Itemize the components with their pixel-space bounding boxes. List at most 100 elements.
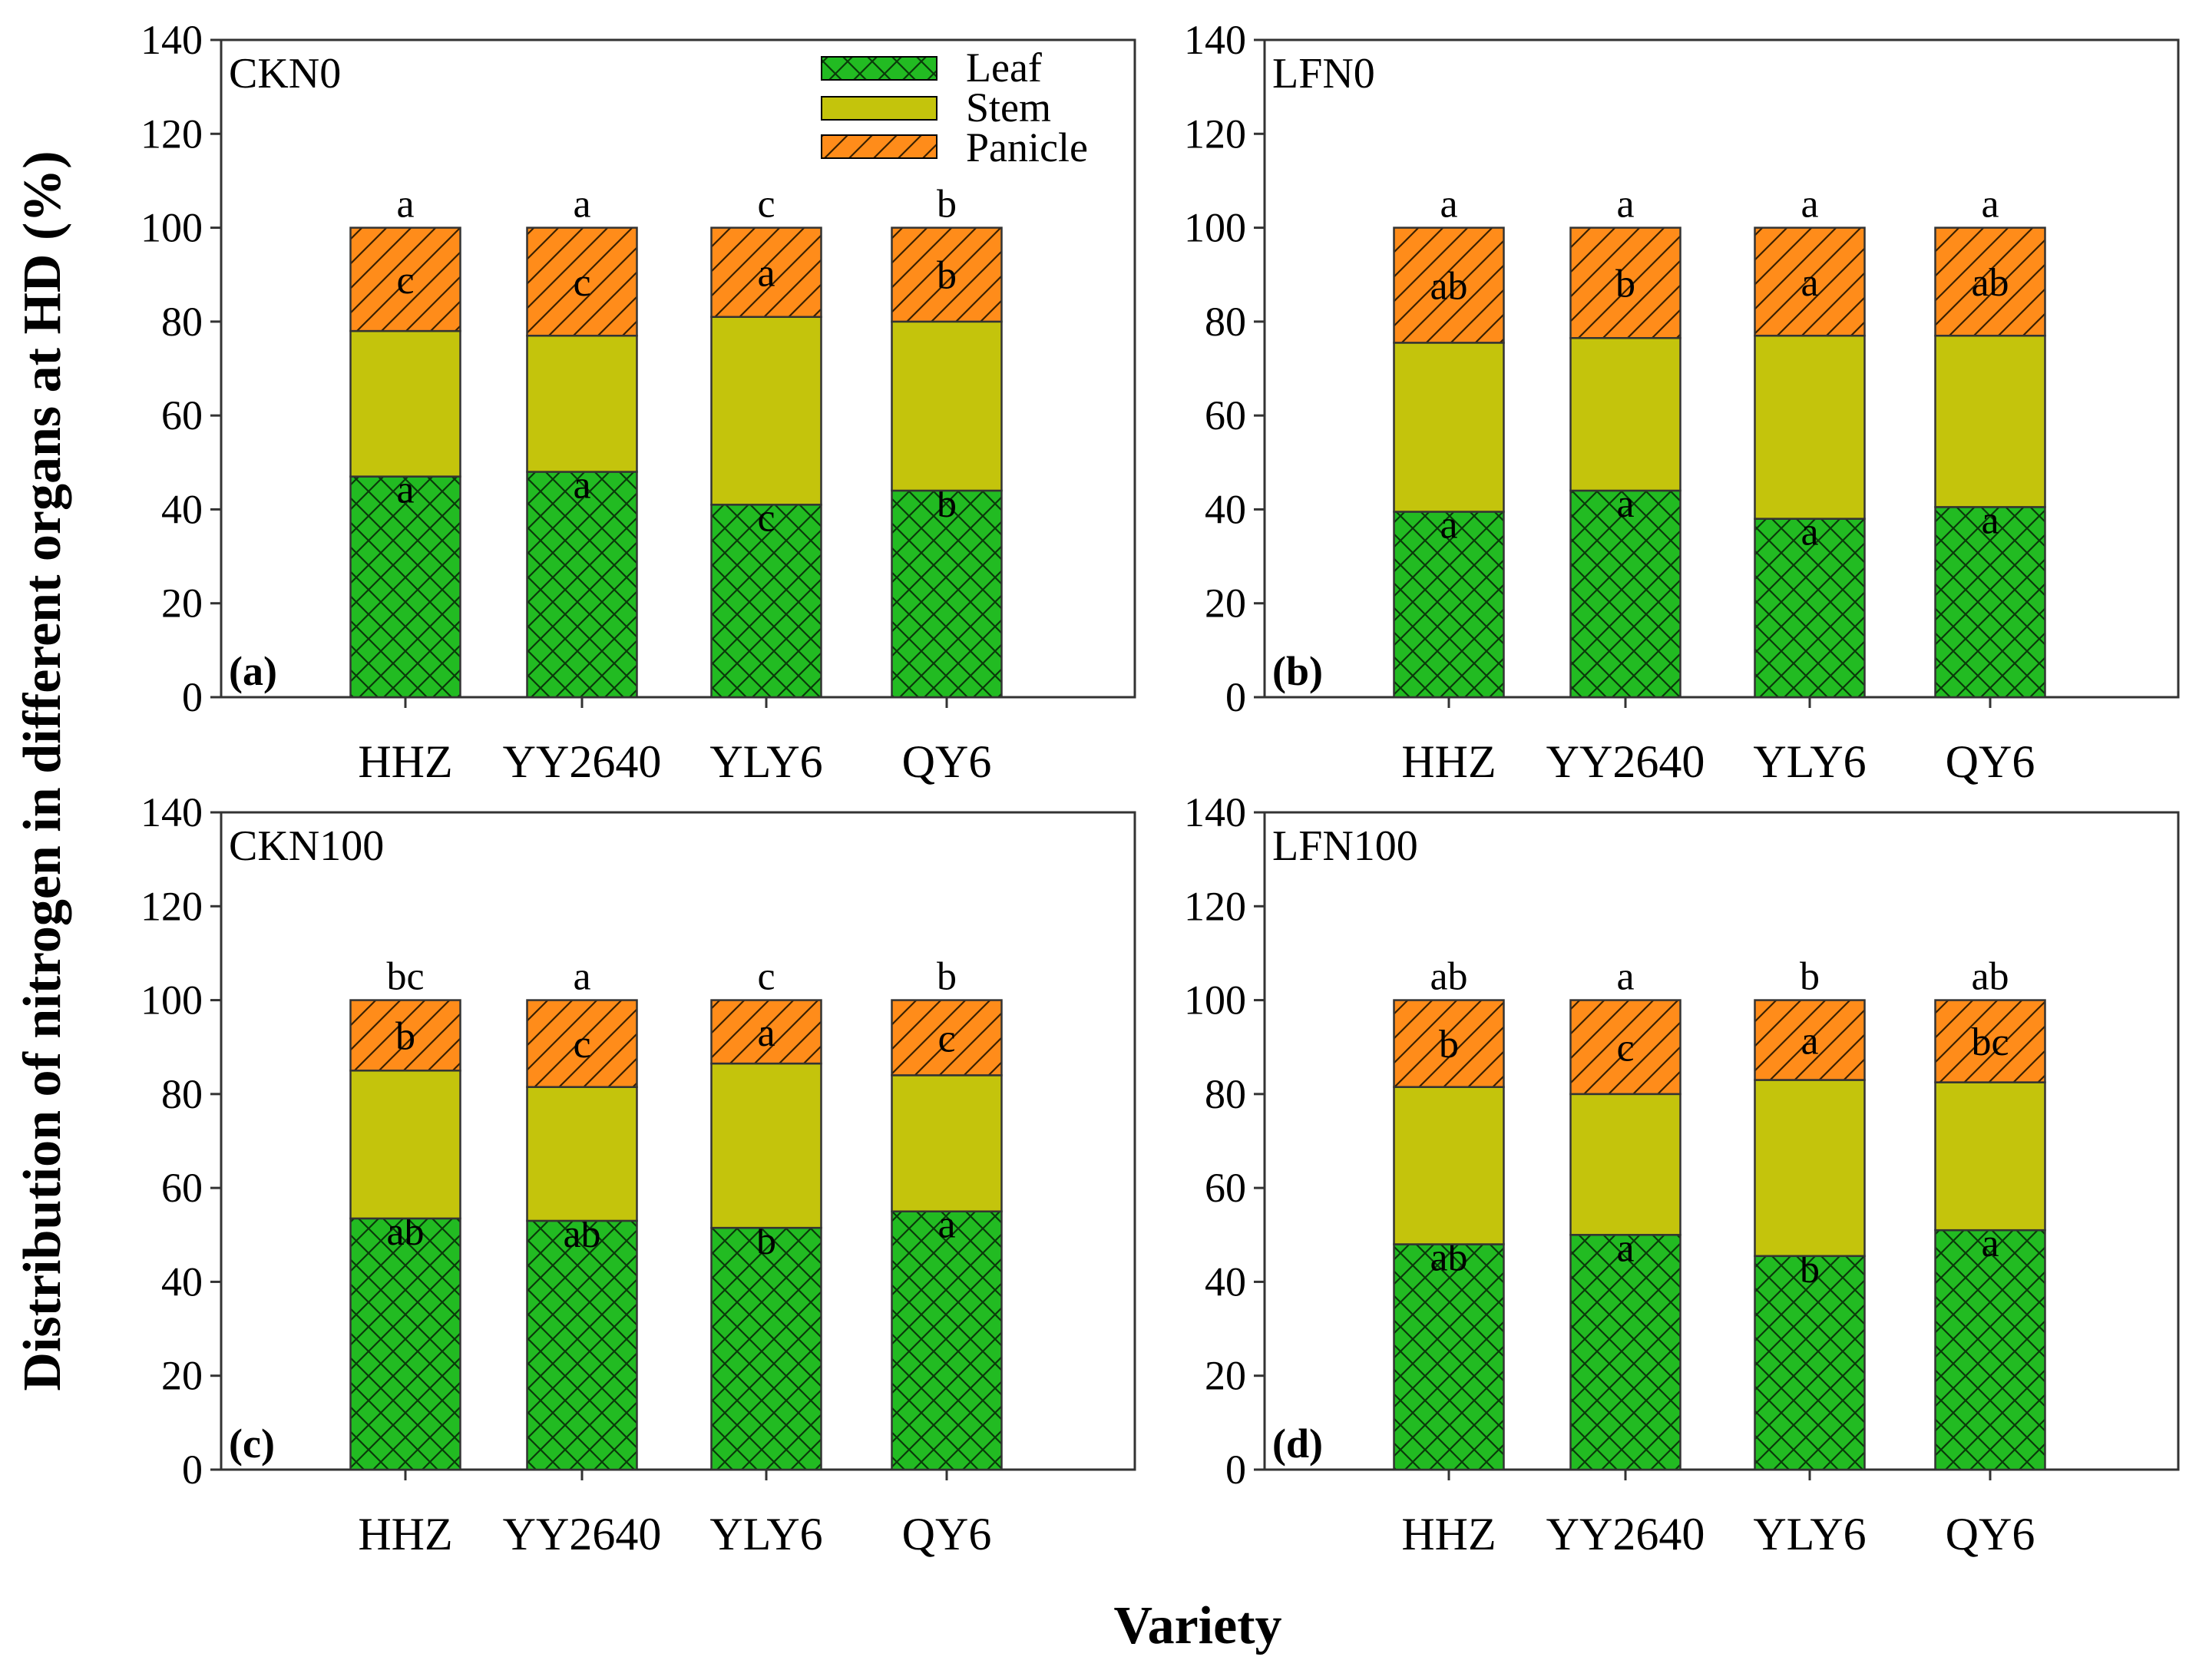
legend-swatch-leaf: [821, 56, 937, 81]
bar-stem: [1934, 334, 2046, 508]
bar-leaf: [526, 471, 638, 699]
bar-panicle: [1934, 227, 2046, 337]
panel-2: 020406080100120140aabaHHZabaYY2640aaaYLY…: [1184, 17, 2180, 787]
top-letter: c: [757, 955, 775, 999]
significance-letter: c: [573, 1023, 590, 1067]
top-letter: a: [573, 183, 590, 227]
x-category-label: QY6: [1946, 736, 2035, 787]
significance-letter: a: [757, 252, 775, 296]
top-letter: ab: [1430, 955, 1467, 999]
significance-letter: c: [757, 496, 775, 540]
bar-leaf: [349, 475, 461, 699]
y-tick-label: 140: [1184, 789, 1246, 835]
panel-tag: (b): [1272, 648, 1323, 694]
x-category-label: HHZ: [358, 1509, 452, 1559]
bar-stem: [891, 1074, 1003, 1212]
bar-leaf: [526, 1219, 638, 1471]
legend-swatch-panicle: [821, 134, 937, 159]
x-category-label: QY6: [902, 736, 992, 787]
significance-letter: c: [396, 259, 414, 303]
bar-panicle: [1393, 227, 1505, 344]
y-tick-label: 40: [1205, 1258, 1246, 1305]
bar-leaf: [891, 1210, 1003, 1471]
bar-leaf: [349, 1217, 461, 1471]
bar-leaf: [1934, 506, 2046, 699]
top-letter: a: [396, 183, 414, 227]
significance-letter: a: [937, 1203, 955, 1247]
bar-panicle: [1569, 999, 1681, 1096]
significance-letter: c: [937, 1017, 955, 1060]
significance-letter: ab: [1971, 261, 2009, 305]
x-category-label: YY2640: [1546, 1509, 1705, 1559]
bar-stem: [1393, 342, 1505, 513]
legend-label-leaf: Leaf: [966, 45, 1042, 91]
significance-letter: a: [396, 468, 414, 512]
y-tick-label: 60: [1205, 392, 1246, 438]
bar-stem: [710, 1062, 822, 1229]
top-letter: bc: [386, 955, 424, 999]
y-tick-label: 40: [161, 486, 203, 532]
bar-panicle: [349, 999, 461, 1072]
bar-stem: [526, 1086, 638, 1222]
bar-panicle: [1754, 227, 1866, 337]
significance-letter: b: [937, 254, 957, 298]
bar-stem: [1569, 1093, 1681, 1236]
panel-3: 020406080100120140abbbcHHZabcaYY2640bacY…: [141, 789, 1136, 1559]
y-tick-label: 80: [1205, 1071, 1246, 1117]
bar-leaf: [1754, 1255, 1866, 1471]
x-category-label: YLY6: [1753, 1509, 1866, 1559]
top-letter: c: [757, 183, 775, 227]
bar-leaf: [1754, 518, 1866, 699]
x-axis-title: Variety: [1113, 1596, 1281, 1655]
bar-stem: [710, 316, 822, 506]
x-category-label: HHZ: [358, 736, 452, 787]
plot-frame: [1263, 811, 2180, 1471]
bar-panicle: [710, 227, 822, 318]
bar-panicle: [349, 227, 461, 332]
bar-stem: [526, 334, 638, 473]
significance-letter: bc: [1971, 1020, 2009, 1064]
bar-leaf: [1934, 1229, 2046, 1471]
panel-tag: (c): [229, 1420, 275, 1467]
significance-letter: a: [1981, 1222, 1999, 1265]
significance-letter: a: [1616, 482, 1634, 526]
bar-panicle: [891, 227, 1003, 323]
top-letter: a: [1616, 183, 1634, 227]
significance-letter: c: [1616, 1027, 1634, 1070]
plot-frame: [220, 811, 1136, 1471]
top-letter: b: [1800, 955, 1820, 999]
bar-stem: [1934, 1081, 2046, 1232]
panel-title: LFN100: [1272, 822, 1418, 870]
x-category-label: QY6: [902, 1509, 992, 1559]
panel-4: 020406080100120140abbabHHZacaYY2640babYL…: [1184, 789, 2180, 1559]
bar-leaf: [1569, 489, 1681, 699]
bar-leaf: [1393, 511, 1505, 699]
y-tick-label: 20: [1205, 1353, 1246, 1399]
y-tick-label: 60: [161, 1165, 203, 1211]
bar-stem: [1754, 334, 1866, 520]
bar-panicle: [526, 227, 638, 337]
significance-letter: a: [1801, 511, 1818, 554]
y-tick-label: 60: [1205, 1165, 1246, 1211]
bar-leaf: [1393, 1243, 1505, 1471]
y-tick-label: 20: [1205, 580, 1246, 627]
top-letter: ab: [1971, 955, 2009, 999]
bar-stem: [1393, 1086, 1505, 1245]
y-tick-label: 120: [1184, 883, 1246, 929]
y-tick-label: 0: [1225, 1447, 1246, 1493]
y-tick-label: 120: [141, 883, 203, 929]
bar-panicle: [1569, 227, 1681, 339]
panel-tag: (a): [229, 648, 277, 694]
bar-panicle: [1934, 999, 2046, 1083]
y-tick-label: 20: [161, 580, 203, 627]
y-tick-label: 100: [141, 205, 203, 251]
significance-letter: a: [1801, 261, 1818, 305]
legend-label-stem: Stem: [966, 84, 1051, 131]
significance-letter: a: [757, 1011, 775, 1055]
panel-tag: (d): [1272, 1420, 1323, 1467]
significance-letter: b: [395, 1014, 415, 1058]
y-tick-label: 120: [1184, 111, 1246, 157]
legend-swatch-stem: [821, 96, 937, 121]
x-category-label: HHZ: [1401, 1509, 1496, 1559]
